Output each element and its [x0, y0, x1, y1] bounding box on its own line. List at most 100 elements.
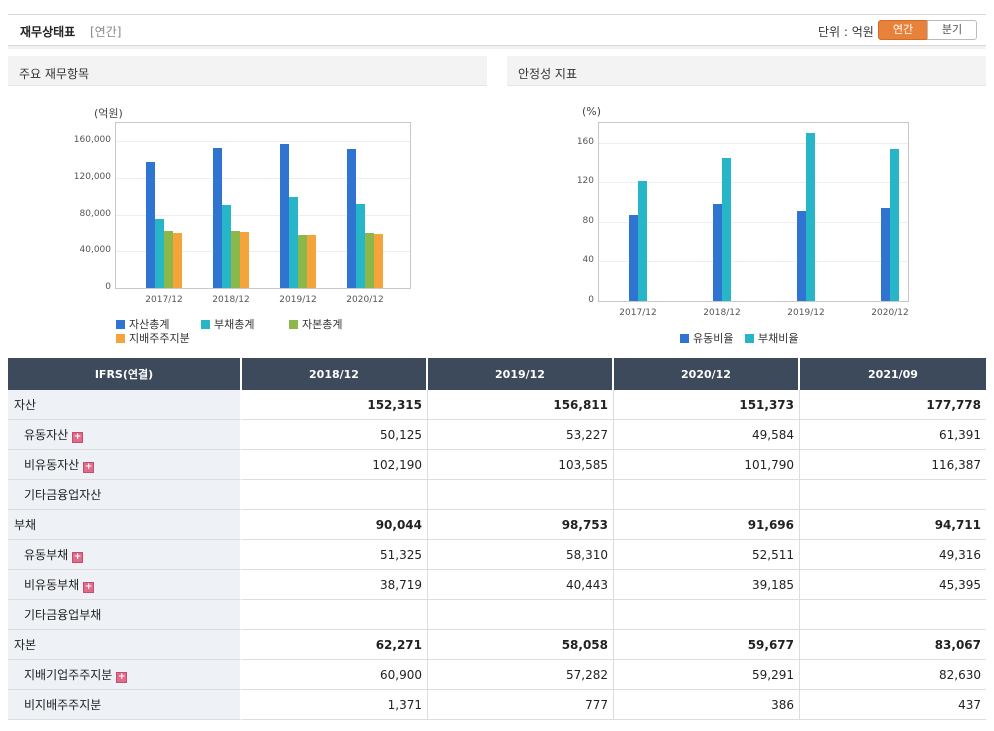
value-cell: 777 — [428, 690, 614, 720]
bar[interactable] — [374, 233, 383, 288]
bar[interactable] — [231, 230, 240, 288]
value-cell: 53,227 — [428, 420, 614, 450]
bar[interactable] — [146, 162, 155, 288]
legend-swatch — [116, 320, 125, 329]
legend-label: 부채총계 — [214, 318, 255, 331]
legend-label: 자본총계 — [302, 318, 343, 331]
value-cell: 49,584 — [614, 420, 800, 450]
legend-item: 지배주주지분 — [116, 330, 190, 346]
value-cell — [614, 480, 800, 510]
x-tick-label: 2019/12 — [787, 308, 825, 318]
row-label-cell: 부채 — [8, 510, 242, 540]
bar[interactable] — [173, 232, 182, 288]
page-title: 재무상태표 — [20, 25, 76, 39]
y-tick-label: 0 — [588, 295, 594, 305]
bar[interactable] — [155, 219, 164, 288]
legend-label: 유동비율 — [693, 332, 734, 345]
expand-plus-icon[interactable]: + — [83, 582, 95, 593]
main-items-panel: 주요 재무항목 (억원) 0 40,000 80,000 120,000 160,000… — [8, 56, 487, 356]
expand-plus-icon[interactable]: + — [116, 672, 128, 683]
main-items-unit: (억원) — [94, 107, 123, 120]
bar[interactable] — [797, 210, 806, 301]
value-cell: 151,373 — [614, 390, 800, 420]
value-cell: 386 — [614, 690, 800, 720]
value-cell: 57,282 — [428, 660, 614, 690]
legend-label: 부채비율 — [758, 332, 799, 345]
row-label-cell: 비유동부채 + — [8, 570, 242, 600]
table-header-col: 2020/12 — [614, 358, 800, 390]
bar[interactable] — [806, 132, 815, 301]
value-cell: 152,315 — [242, 390, 428, 420]
value-cell: 156,811 — [428, 390, 614, 420]
bar[interactable] — [881, 207, 890, 301]
value-cell: 58,310 — [428, 540, 614, 570]
x-tick-label: 2017/12 — [145, 295, 183, 305]
bar[interactable] — [280, 144, 289, 288]
table-header-col: 2021/09 — [800, 358, 986, 390]
row-label-cell: 유동부채 + — [8, 540, 242, 570]
bar[interactable] — [365, 233, 374, 288]
value-cell: 59,291 — [614, 660, 800, 690]
bar[interactable] — [890, 149, 899, 301]
legend-swatch — [745, 334, 754, 343]
row-label: 비유동부채 — [24, 578, 80, 592]
bar[interactable] — [307, 235, 316, 288]
legend-item: 자본총계 — [289, 316, 342, 332]
bar[interactable] — [356, 203, 365, 288]
page-subtitle: [연간] — [90, 25, 122, 39]
y-tick-label: 160 — [576, 136, 594, 147]
row-label: 부채 — [14, 518, 37, 532]
value-cell — [242, 480, 428, 510]
gridline — [599, 142, 908, 144]
value-cell — [428, 600, 614, 630]
table-header-row: IFRS(연결) 2018/12 2019/12 2020/12 2021/09 — [8, 358, 986, 390]
bar[interactable] — [713, 204, 722, 301]
row-label: 비지배주주지분 — [24, 698, 102, 712]
legend-item: 유동비율 — [680, 330, 733, 346]
bar[interactable] — [638, 181, 647, 301]
bar[interactable] — [213, 148, 222, 288]
value-cell: 38,719 — [242, 570, 428, 600]
legend-item: 부채총계 — [201, 316, 254, 332]
bar[interactable] — [164, 231, 173, 288]
period-quarter-button[interactable]: 분기 — [927, 20, 977, 40]
row-label: 비유동자산 — [24, 458, 80, 472]
period-annual-button[interactable]: 연간 — [878, 20, 928, 40]
value-cell — [242, 600, 428, 630]
bar[interactable] — [722, 158, 731, 301]
value-cell: 91,696 — [614, 510, 800, 540]
value-cell: 102,190 — [242, 450, 428, 480]
bar[interactable] — [289, 197, 298, 288]
gridline — [116, 251, 410, 253]
expand-plus-icon[interactable]: + — [72, 432, 84, 443]
stability-panel: 안정성 지표 (%) 0 40 80 120 160 2017/12 2018/12 2019… — [507, 56, 986, 356]
row-label: 기타금융업자산 — [24, 488, 102, 502]
legend-label: 자산총계 — [129, 318, 170, 331]
table-row: 비유동부채 +38,719 40,443 39,185 45,395 — [8, 570, 986, 600]
x-tick-label: 2018/12 — [212, 295, 250, 305]
x-tick-label: 2020/12 — [346, 295, 384, 305]
x-tick-label: 2017/12 — [619, 308, 657, 318]
legend-swatch — [680, 334, 689, 343]
value-cell — [800, 480, 986, 510]
bar[interactable] — [222, 205, 231, 288]
table-row: 자산 152,315 156,811 151,373 177,778 — [8, 390, 986, 420]
value-cell: 101,790 — [614, 450, 800, 480]
bar[interactable] — [629, 214, 638, 301]
bar[interactable] — [240, 232, 249, 288]
legend-item: 자산총계 — [116, 316, 169, 332]
row-label-cell: 비유동자산 + — [8, 450, 242, 480]
value-cell: 83,067 — [800, 630, 986, 660]
value-cell — [800, 600, 986, 630]
value-cell — [614, 600, 800, 630]
legend-swatch — [289, 320, 298, 329]
expand-plus-icon[interactable]: + — [72, 552, 84, 563]
gridline — [116, 178, 410, 179]
y-tick-label: 40 — [582, 255, 594, 266]
plot-area — [115, 122, 411, 289]
balance-sheet-table: IFRS(연결) 2018/12 2019/12 2020/12 2021/09… — [8, 358, 986, 720]
expand-plus-icon[interactable]: + — [83, 462, 95, 473]
bar[interactable] — [347, 149, 356, 288]
table-row: 비지배주주지분 1,371 777 386 437 — [8, 690, 986, 720]
bar[interactable] — [298, 234, 307, 288]
